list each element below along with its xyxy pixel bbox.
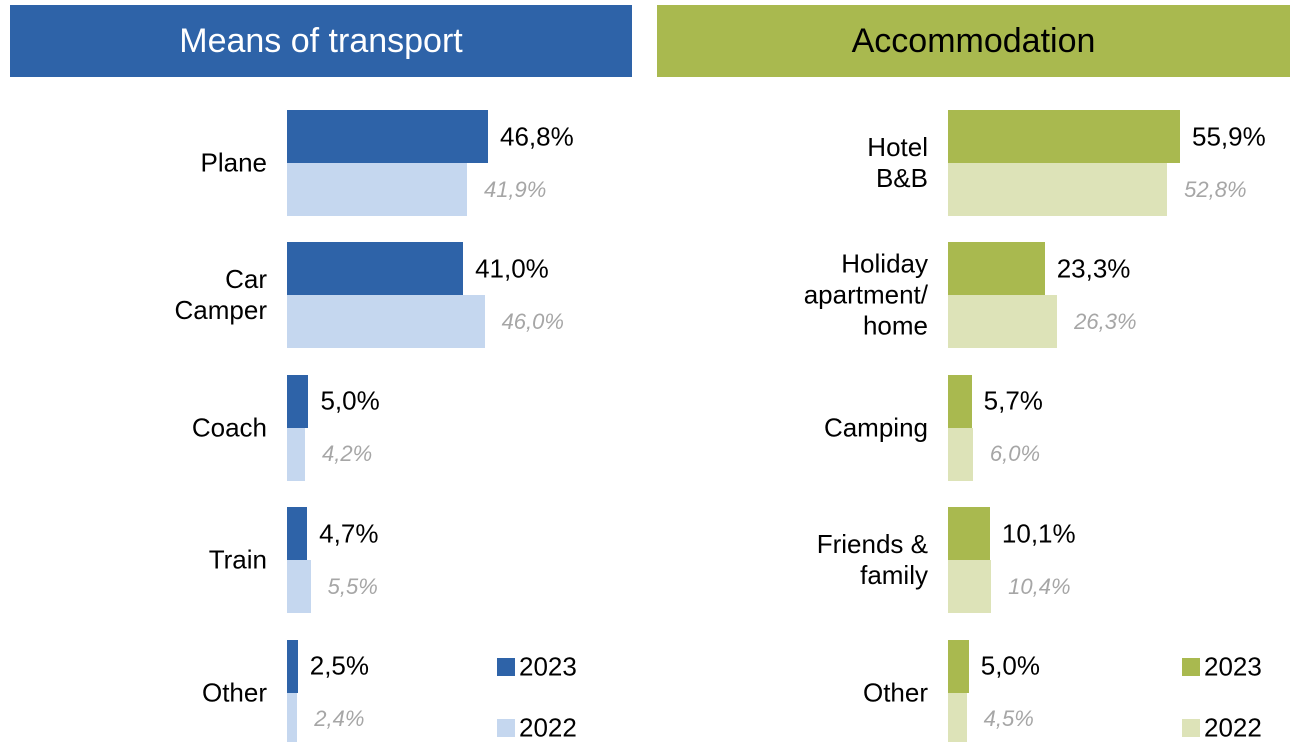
category-label: Train xyxy=(208,544,267,575)
category-label: Other xyxy=(862,677,928,708)
bar xyxy=(287,507,308,561)
value-label: 10,4% xyxy=(1008,573,1071,599)
bar xyxy=(287,374,309,428)
value-label: 26,3% xyxy=(1074,308,1137,334)
bar xyxy=(948,295,1058,349)
value-label: 2,5% xyxy=(309,650,369,681)
legend-swatch xyxy=(497,719,515,737)
value-label: 5,5% xyxy=(327,573,378,599)
bar xyxy=(948,110,1180,163)
value-label: 46,0% xyxy=(501,308,564,334)
value-label: 41,9% xyxy=(483,176,547,202)
bar xyxy=(287,639,298,693)
bar xyxy=(287,692,298,742)
value-label: 2,4% xyxy=(314,706,365,732)
bar xyxy=(948,242,1045,296)
bar xyxy=(948,639,969,693)
value-label: 5,0% xyxy=(980,650,1041,681)
legend-swatch xyxy=(1182,658,1200,676)
chart-title: Accommodation xyxy=(657,5,1290,77)
legend-label: 2022 xyxy=(1204,712,1262,742)
bar xyxy=(287,427,306,481)
legend-label: 2023 xyxy=(519,651,577,682)
bar xyxy=(948,692,967,742)
value-label: 6,0% xyxy=(989,441,1041,467)
bar xyxy=(287,560,311,614)
value-label: 23,3% xyxy=(1056,253,1131,284)
value-label: 52,8% xyxy=(1184,176,1247,202)
category-label: Friends & family xyxy=(816,529,928,591)
legend-label: 2023 xyxy=(1204,651,1262,682)
legend-swatch xyxy=(497,658,515,676)
bar xyxy=(948,163,1168,216)
legend-swatch xyxy=(1182,719,1200,737)
value-label: 5,7% xyxy=(983,385,1043,416)
category-label: Hotel B&B xyxy=(867,132,928,193)
bar xyxy=(287,110,488,163)
value-label: 46,8% xyxy=(500,121,574,151)
chart-title: Means of transport xyxy=(10,5,632,77)
category-label: Plane xyxy=(200,147,268,178)
value-label: 4,5% xyxy=(983,706,1034,732)
bar xyxy=(287,242,464,296)
category-label: Camping xyxy=(823,412,928,443)
bar xyxy=(287,163,467,216)
value-label: 5,0% xyxy=(320,385,380,416)
bar xyxy=(948,374,972,428)
category-label: Holiday apartment/ home xyxy=(803,248,928,341)
category-label: Car Camper xyxy=(174,264,267,326)
bar xyxy=(287,295,485,349)
value-label: 4,7% xyxy=(319,518,379,549)
legend-label: 2022 xyxy=(519,712,577,742)
bar xyxy=(948,427,973,481)
bar xyxy=(948,560,992,614)
value-label: 55,9% xyxy=(1192,121,1266,151)
bar xyxy=(948,507,990,561)
category-label: Other xyxy=(201,677,267,708)
category-label: Coach xyxy=(191,412,267,443)
value-label: 41,0% xyxy=(475,253,549,284)
value-label: 10,1% xyxy=(1001,518,1076,549)
value-label: 4,2% xyxy=(322,441,373,467)
